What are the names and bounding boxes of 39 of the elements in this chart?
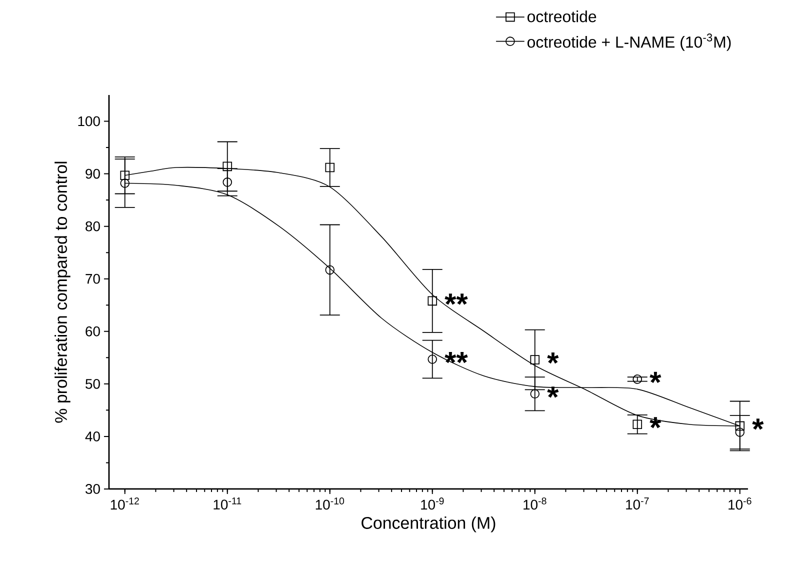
x-axis-title: Concentration (M) <box>362 516 496 532</box>
point <box>428 354 438 364</box>
x-tick-label: 10$^{-10}$ <box>316 498 344 510</box>
x-tick-label: 10$^{-8}$ <box>524 498 546 510</box>
y-tick-label: 90 <box>86 168 100 179</box>
y-axis-title: % proliferation compared to control <box>54 162 70 423</box>
point <box>530 389 540 399</box>
x-tick-label: 10$^{-9}$ <box>421 498 444 510</box>
point <box>428 296 438 306</box>
point <box>120 178 130 188</box>
point <box>120 170 130 180</box>
legend-label: octreotide <box>527 10 596 22</box>
x-tick-label: 10$^{-6}$ <box>728 498 752 510</box>
point <box>222 162 232 172</box>
y-tick-label: 100 <box>78 116 100 126</box>
y-tick-label: 60 <box>86 326 100 336</box>
annotation: * <box>650 372 662 384</box>
annotation: * <box>547 386 559 398</box>
point <box>325 265 335 275</box>
point <box>735 428 745 437</box>
annotation: ** <box>444 352 468 364</box>
legend-label: octreotide + L-NAME (10$^{-3}$M) <box>527 34 731 51</box>
annotation: * <box>752 418 764 430</box>
x-tick-label: 10$^{-7}$ <box>626 498 649 510</box>
annotation: * <box>547 352 559 364</box>
point <box>530 355 540 364</box>
annotation: ** <box>444 294 468 305</box>
y-tick-label: 70 <box>86 274 100 284</box>
annotation: * <box>650 417 662 428</box>
y-tick-label: 80 <box>86 221 100 232</box>
x-tick-label: 10$^{-12}$ <box>110 498 139 510</box>
point <box>632 374 642 384</box>
x-tick-label: 10$^{-11}$ <box>214 498 242 510</box>
point <box>735 421 745 431</box>
point <box>325 162 335 172</box>
y-tick-label: 40 <box>85 432 100 442</box>
y-tick-label: 30 <box>86 484 100 494</box>
point <box>222 178 232 187</box>
y-tick-label: 50 <box>86 378 100 389</box>
